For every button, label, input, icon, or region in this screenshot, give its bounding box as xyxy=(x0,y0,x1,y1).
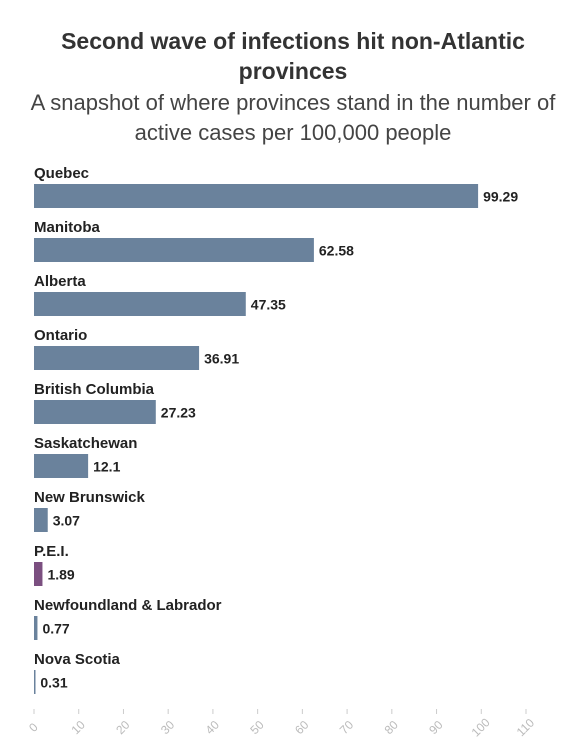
value-label: 12.1 xyxy=(93,459,120,475)
x-tick-label: 110 xyxy=(514,715,538,739)
x-tick-label: 60 xyxy=(292,718,312,738)
chart-title: Second wave of infections hit non-Atlant… xyxy=(61,28,525,84)
value-label: 0.31 xyxy=(40,675,67,691)
bar xyxy=(34,454,89,478)
bar xyxy=(34,400,156,424)
bar xyxy=(34,616,38,640)
x-tick-label: 100 xyxy=(469,715,493,739)
category-label: New Brunswick xyxy=(34,489,146,506)
category-label: Nova Scotia xyxy=(34,651,121,668)
x-tick-label: 40 xyxy=(203,718,223,738)
value-label: 3.07 xyxy=(53,513,80,529)
category-label: P.E.I. xyxy=(34,543,69,560)
category-label: Ontario xyxy=(34,327,87,344)
value-label: 36.91 xyxy=(204,351,239,367)
x-tick-label: 80 xyxy=(382,718,402,738)
category-label: Newfoundland & Labrador xyxy=(34,597,222,614)
value-label: 99.29 xyxy=(483,189,518,205)
x-tick-label: 20 xyxy=(113,718,133,738)
x-tick-label: 10 xyxy=(68,718,88,738)
category-label: British Columbia xyxy=(34,381,155,398)
bar xyxy=(34,238,314,262)
value-label: 0.77 xyxy=(42,621,69,637)
category-label: Quebec xyxy=(34,165,89,182)
header: Second wave of infections hit non-Atlant… xyxy=(30,26,556,148)
bar xyxy=(34,346,200,370)
value-label: 1.89 xyxy=(47,567,74,583)
bar xyxy=(34,508,48,532)
bar xyxy=(34,292,246,316)
x-tick-label: 30 xyxy=(158,718,178,738)
x-tick-label: 70 xyxy=(337,718,357,738)
chart-subtitle: A snapshot of where provinces stand in t… xyxy=(30,90,556,145)
bar xyxy=(34,670,36,694)
bar xyxy=(34,184,479,208)
bar xyxy=(34,562,43,586)
category-label: Saskatchewan xyxy=(34,435,137,452)
value-label: 62.58 xyxy=(319,243,354,259)
x-tick-label: 0 xyxy=(26,720,41,735)
value-label: 47.35 xyxy=(251,297,286,313)
x-tick-label: 90 xyxy=(426,718,446,738)
category-label: Alberta xyxy=(34,273,86,290)
value-label: 27.23 xyxy=(161,405,196,421)
x-tick-label: 50 xyxy=(247,718,267,738)
category-label: Manitoba xyxy=(34,219,100,236)
